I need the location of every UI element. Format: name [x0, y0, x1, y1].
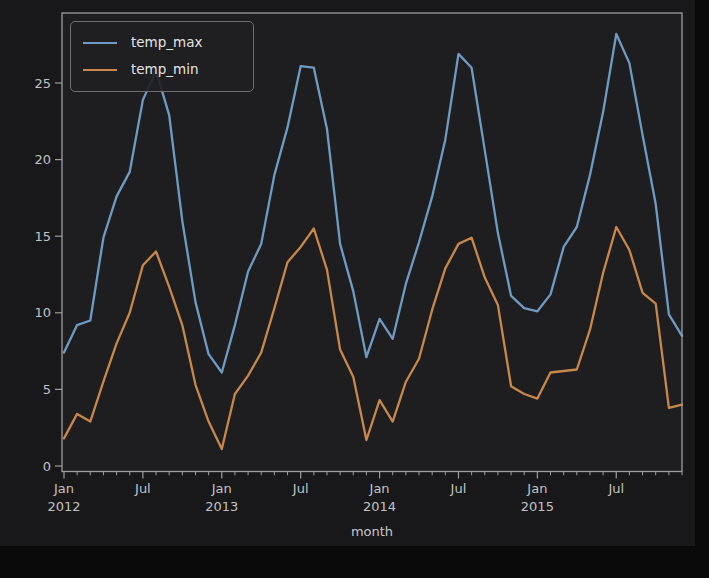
legend: temp_max temp_min [70, 21, 254, 92]
legend-label-temp-min: temp_min [131, 63, 199, 77]
y-tick-label: 5 [43, 382, 51, 397]
legend-line-swatch-temp-min [83, 69, 117, 71]
x-tick-label: Jan [526, 481, 547, 496]
y-tick-label: 10 [34, 305, 51, 320]
x-tick-label: Jul [450, 481, 467, 496]
x-tick-label: Jan [369, 481, 390, 496]
y-tick-label: 15 [34, 229, 51, 244]
x-tick-label: Jan [211, 481, 232, 496]
x-tick-year-label: 2014 [363, 499, 396, 514]
x-tick-label: Jul [292, 481, 309, 496]
y-tick-label: 0 [43, 459, 51, 474]
x-axis-title: month [62, 524, 682, 539]
x-tick-year-label: 2012 [47, 499, 80, 514]
legend-item-temp-min: temp_min [83, 56, 243, 83]
figure: Jan2012JulJan2013JulJan2014JulJan2015Jul… [0, 0, 695, 546]
x-tick-label: Jul [134, 481, 151, 496]
x-tick-label: Jan [53, 481, 74, 496]
x-tick-year-label: 2015 [521, 499, 554, 514]
x-tick-label: Jul [607, 481, 624, 496]
legend-line-swatch-temp-max [83, 42, 117, 44]
y-tick-label: 25 [34, 76, 51, 91]
x-tick-year-label: 2013 [205, 499, 238, 514]
legend-label-temp-max: temp_max [131, 36, 202, 50]
y-tick-label: 20 [34, 152, 51, 167]
legend-item-temp-max: temp_max [83, 29, 243, 56]
